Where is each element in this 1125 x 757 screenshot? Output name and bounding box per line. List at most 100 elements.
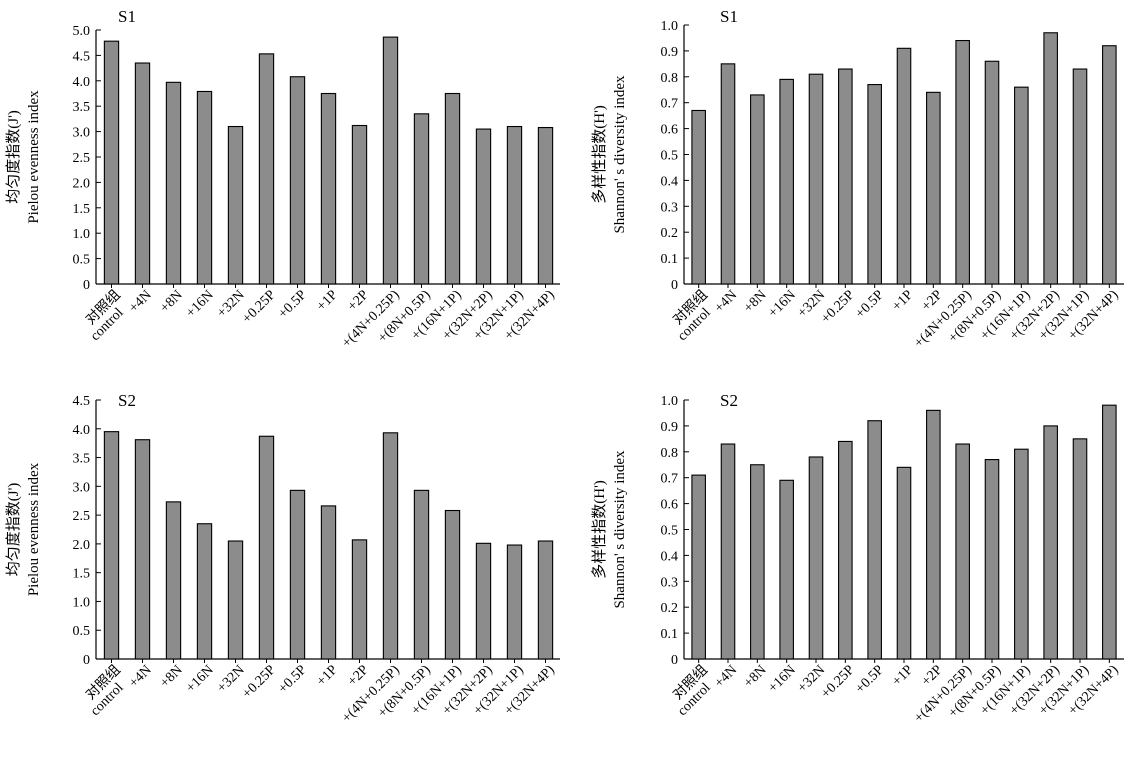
y-tick-label: 4.0 [73, 75, 91, 90]
bar [382, 432, 399, 660]
x-tick-label-line: +2P [345, 287, 372, 314]
chart-panel-s2-evenness: 0 0.5 1.0 1.5 2.0 2.5 3.0 3.5 4.0 4.5 对照组 control +4… [0, 376, 561, 752]
bar [867, 420, 882, 660]
y-axis-label: 多样性指数(H') Shannon' s diversity index [591, 75, 628, 234]
chart-panel-s2-diversity: 0 0.1 0.2 0.3 0.4 0.5 0.6 0.7 0.8 0.9 1.0 对照组 contro… [560, 376, 1125, 752]
x-tick-label-line: +2P [345, 662, 372, 689]
x-tick-label: +0.5P [276, 662, 310, 696]
bar [984, 459, 1000, 660]
y-tick-label: 0.5 [661, 524, 679, 539]
y-tick-label: 0.3 [661, 200, 679, 215]
bar [750, 464, 765, 660]
bar [691, 474, 706, 660]
y-axis-label: 均匀度指数(J') Pielou evenness index [5, 462, 42, 596]
y-tick-label: 3.5 [73, 100, 91, 115]
y-axis-label: 多样性指数(H') Shannon' s diversity index [591, 450, 628, 609]
bar [475, 128, 492, 285]
y-tick-label: 0.9 [661, 420, 679, 435]
bar [537, 126, 554, 285]
y-tick-label: 0.8 [661, 446, 679, 461]
y-tick-label: 0.7 [661, 97, 679, 112]
x-tick-label: +0.5P [853, 662, 887, 696]
bar [926, 409, 941, 660]
y-tick-label: 0.3 [661, 575, 679, 590]
x-tick-label: +8N [157, 663, 185, 691]
bar [506, 544, 523, 660]
y-tick-label: 0.5 [661, 149, 679, 164]
bar [926, 91, 941, 285]
x-tick-label-line: +16N [183, 663, 216, 696]
bar [691, 109, 706, 285]
panel-title: S1 [118, 7, 136, 26]
x-tick-label: +0.25P [240, 662, 279, 701]
chart-panel-s1-diversity: 0 0.1 0.2 0.3 0.4 0.5 0.6 0.7 0.8 0.9 1.0 对照组 contro… [560, 0, 1125, 376]
x-tick-label-line: +4N [712, 288, 740, 316]
chart-svg: 0 0.5 1.0 1.5 2.0 2.5 3.0 3.5 4.0 4.5 5.0 对照组contro… [5, 7, 561, 351]
bar [196, 90, 213, 285]
y-axis-label-line: Shannon' s diversity index [612, 450, 628, 609]
y-tick-label: 2.0 [73, 538, 91, 553]
x-tick-label: +2P [345, 662, 372, 689]
y-axis-label-line: 多样性指数(H') [591, 105, 608, 204]
x-tick-label: +0.25P [240, 287, 279, 326]
bar [103, 431, 120, 660]
bar [227, 125, 244, 285]
y-tick-label: 0.6 [661, 498, 679, 513]
bar [134, 62, 151, 285]
y-tick-label: 2.5 [73, 151, 91, 166]
bar [779, 479, 794, 660]
y-axis-label-line: Pielou evenness index [26, 90, 42, 224]
x-tick-label-line: +8N [741, 288, 769, 316]
y-tick-label: 0.7 [661, 472, 679, 487]
bar [444, 92, 461, 285]
panel-title: S2 [118, 391, 136, 410]
bar [808, 456, 824, 660]
y-tick-label: 1.0 [73, 227, 91, 242]
x-tick-label-line: +1P [314, 662, 341, 689]
x-tick-label: +4N [712, 288, 740, 316]
bar [808, 73, 824, 285]
y-tick-label: 4.5 [73, 394, 91, 409]
bar [475, 542, 492, 660]
y-tick-label: 0 [671, 278, 678, 293]
x-tick-label-line: +0.25P [240, 287, 279, 326]
x-tick-label: +4N [712, 663, 740, 691]
y-axis-label-line: 均匀度指数(J') [5, 483, 22, 577]
x-tick-label-line: +8N [741, 663, 769, 691]
y-axis-label-line: Pielou evenness index [26, 462, 42, 596]
x-tick-label-line: +16N [766, 663, 799, 696]
bar [196, 523, 213, 660]
bar [750, 94, 765, 285]
bar [258, 435, 275, 660]
bar [289, 76, 306, 285]
bar [896, 466, 912, 660]
y-axis-label-line: Shannon' s diversity index [612, 75, 628, 234]
x-tick-label-line: +0.5P [853, 287, 887, 321]
bar [1043, 32, 1058, 285]
bar [1102, 45, 1117, 285]
y-tick-label: 3.0 [73, 126, 91, 141]
y-tick-label: 0.1 [661, 252, 679, 267]
y-tick-label: 0.4 [661, 174, 679, 189]
x-tick-label: +16N [766, 288, 799, 321]
bar [165, 501, 182, 660]
x-tick-label: +8N [157, 288, 185, 316]
x-tick-label: +2P [345, 287, 372, 314]
x-tick-label-line: +0.5P [276, 287, 310, 321]
chart-svg: 0 0.1 0.2 0.3 0.4 0.5 0.6 0.7 0.8 0.9 1.0 对照组contro… [591, 391, 1124, 726]
bar [1014, 448, 1029, 660]
x-tick-label: +0.5P [853, 287, 887, 321]
panel-title: S2 [720, 391, 738, 410]
bar [1014, 86, 1029, 285]
x-tick-label: +16N [766, 663, 799, 696]
y-tick-label: 0.4 [661, 549, 679, 564]
bar [165, 81, 182, 285]
x-tick-label: +1P [314, 662, 341, 689]
y-tick-label: 0.9 [661, 45, 679, 60]
bar [1102, 404, 1117, 660]
x-tick-label-line: +0.25P [819, 287, 858, 326]
y-tick-label: 4.5 [73, 49, 91, 64]
x-tick-label-line: +1P [314, 287, 341, 314]
